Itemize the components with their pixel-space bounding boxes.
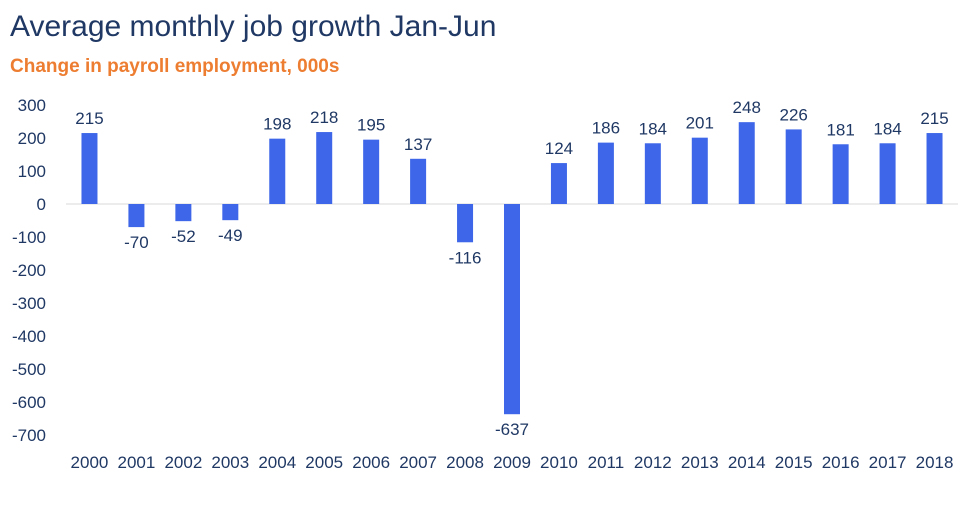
y-tick-label: -100 [12,228,46,247]
data-label-2003: -49 [218,226,243,245]
bar-2004 [269,138,286,204]
bar-2013 [691,137,708,204]
data-label-2009: -637 [495,420,529,439]
bar-2006 [363,139,380,204]
x-tick-label-2014: 2014 [728,453,766,472]
x-axis: 2000 2001 2002 2003 2004 2005 2006 2007 2008 2009… [71,453,954,472]
y-tick-label: 300 [18,96,46,115]
data-label-2008: -116 [449,248,482,267]
y-tick-label: 0 [37,195,46,214]
bar-2011 [597,142,614,204]
y-tick-label: -600 [12,393,46,412]
bar-2000 [81,133,98,204]
data-label-2000: 215 [75,109,103,128]
x-tick-label-2010: 2010 [540,453,578,472]
x-tick-label-2003: 2003 [211,453,249,472]
data-label-2012: 184 [639,119,667,138]
bar-2018 [926,133,943,204]
x-tick-label-2007: 2007 [399,453,437,472]
x-tick-label-2016: 2016 [822,453,860,472]
data-label-2010: 124 [545,139,573,158]
x-tick-label-2011: 2011 [588,453,625,472]
x-tick-label-2002: 2002 [164,453,202,472]
data-label-2001: -70 [124,233,149,252]
data-label-2006: 195 [357,116,385,135]
x-tick-label-2008: 2008 [446,453,484,472]
y-tick-label: -300 [12,294,46,313]
y-tick-label: 100 [18,162,46,181]
x-tick-label-2000: 2000 [71,453,109,472]
data-labels: 215 -70 -52 -49 198 218 195 137 -116 -637 124 186 18… [75,98,948,439]
data-label-2014: 248 [733,98,761,117]
data-label-2007: 137 [404,135,432,154]
chart-subtitle: Change in payroll employment, 000s [10,56,340,77]
y-axis: 300 200 100 0 -100 -200 -300 -400 -500 -600 -700 [12,96,46,445]
bar-2008 [457,204,474,243]
data-label-2002: -52 [171,227,196,246]
y-tick-label: 200 [18,129,46,148]
x-tick-label-2001: 2001 [118,453,156,472]
bar-2010 [550,163,567,204]
bars [81,122,943,415]
bar-2017 [879,143,896,204]
data-label-2017: 184 [873,119,901,138]
bar-2002 [175,204,192,222]
data-label-2005: 218 [310,108,338,127]
data-label-2004: 198 [263,115,291,134]
data-label-2016: 181 [826,120,854,139]
x-tick-label-2009: 2009 [493,453,531,472]
x-tick-label-2015: 2015 [775,453,813,472]
x-tick-label-2006: 2006 [352,453,390,472]
y-tick-label: -400 [12,327,46,346]
x-tick-label-2012: 2012 [634,453,672,472]
bar-2012 [644,143,661,204]
data-label-2011: 186 [592,119,620,138]
x-tick-label-2005: 2005 [305,453,343,472]
data-label-2018: 215 [920,109,948,128]
bar-2015 [785,129,802,204]
chart-title: Average monthly job growth Jan-Jun [10,10,497,43]
data-label-2013: 201 [686,114,714,133]
bar-2001 [128,204,145,228]
bar-2005 [316,132,333,204]
x-tick-label-2018: 2018 [916,453,954,472]
x-tick-label-2004: 2004 [258,453,296,472]
y-tick-label: -200 [12,261,46,280]
x-tick-label-2017: 2017 [869,453,907,472]
bar-2014 [738,122,755,204]
bar-2003 [222,204,239,221]
bar-2009 [504,204,520,415]
x-tick-label-2013: 2013 [681,453,719,472]
y-tick-label: -500 [12,360,46,379]
y-tick-label: -700 [12,426,46,445]
bar-2007 [410,158,427,204]
data-label-2015: 226 [779,105,807,124]
bar-2016 [832,144,849,204]
